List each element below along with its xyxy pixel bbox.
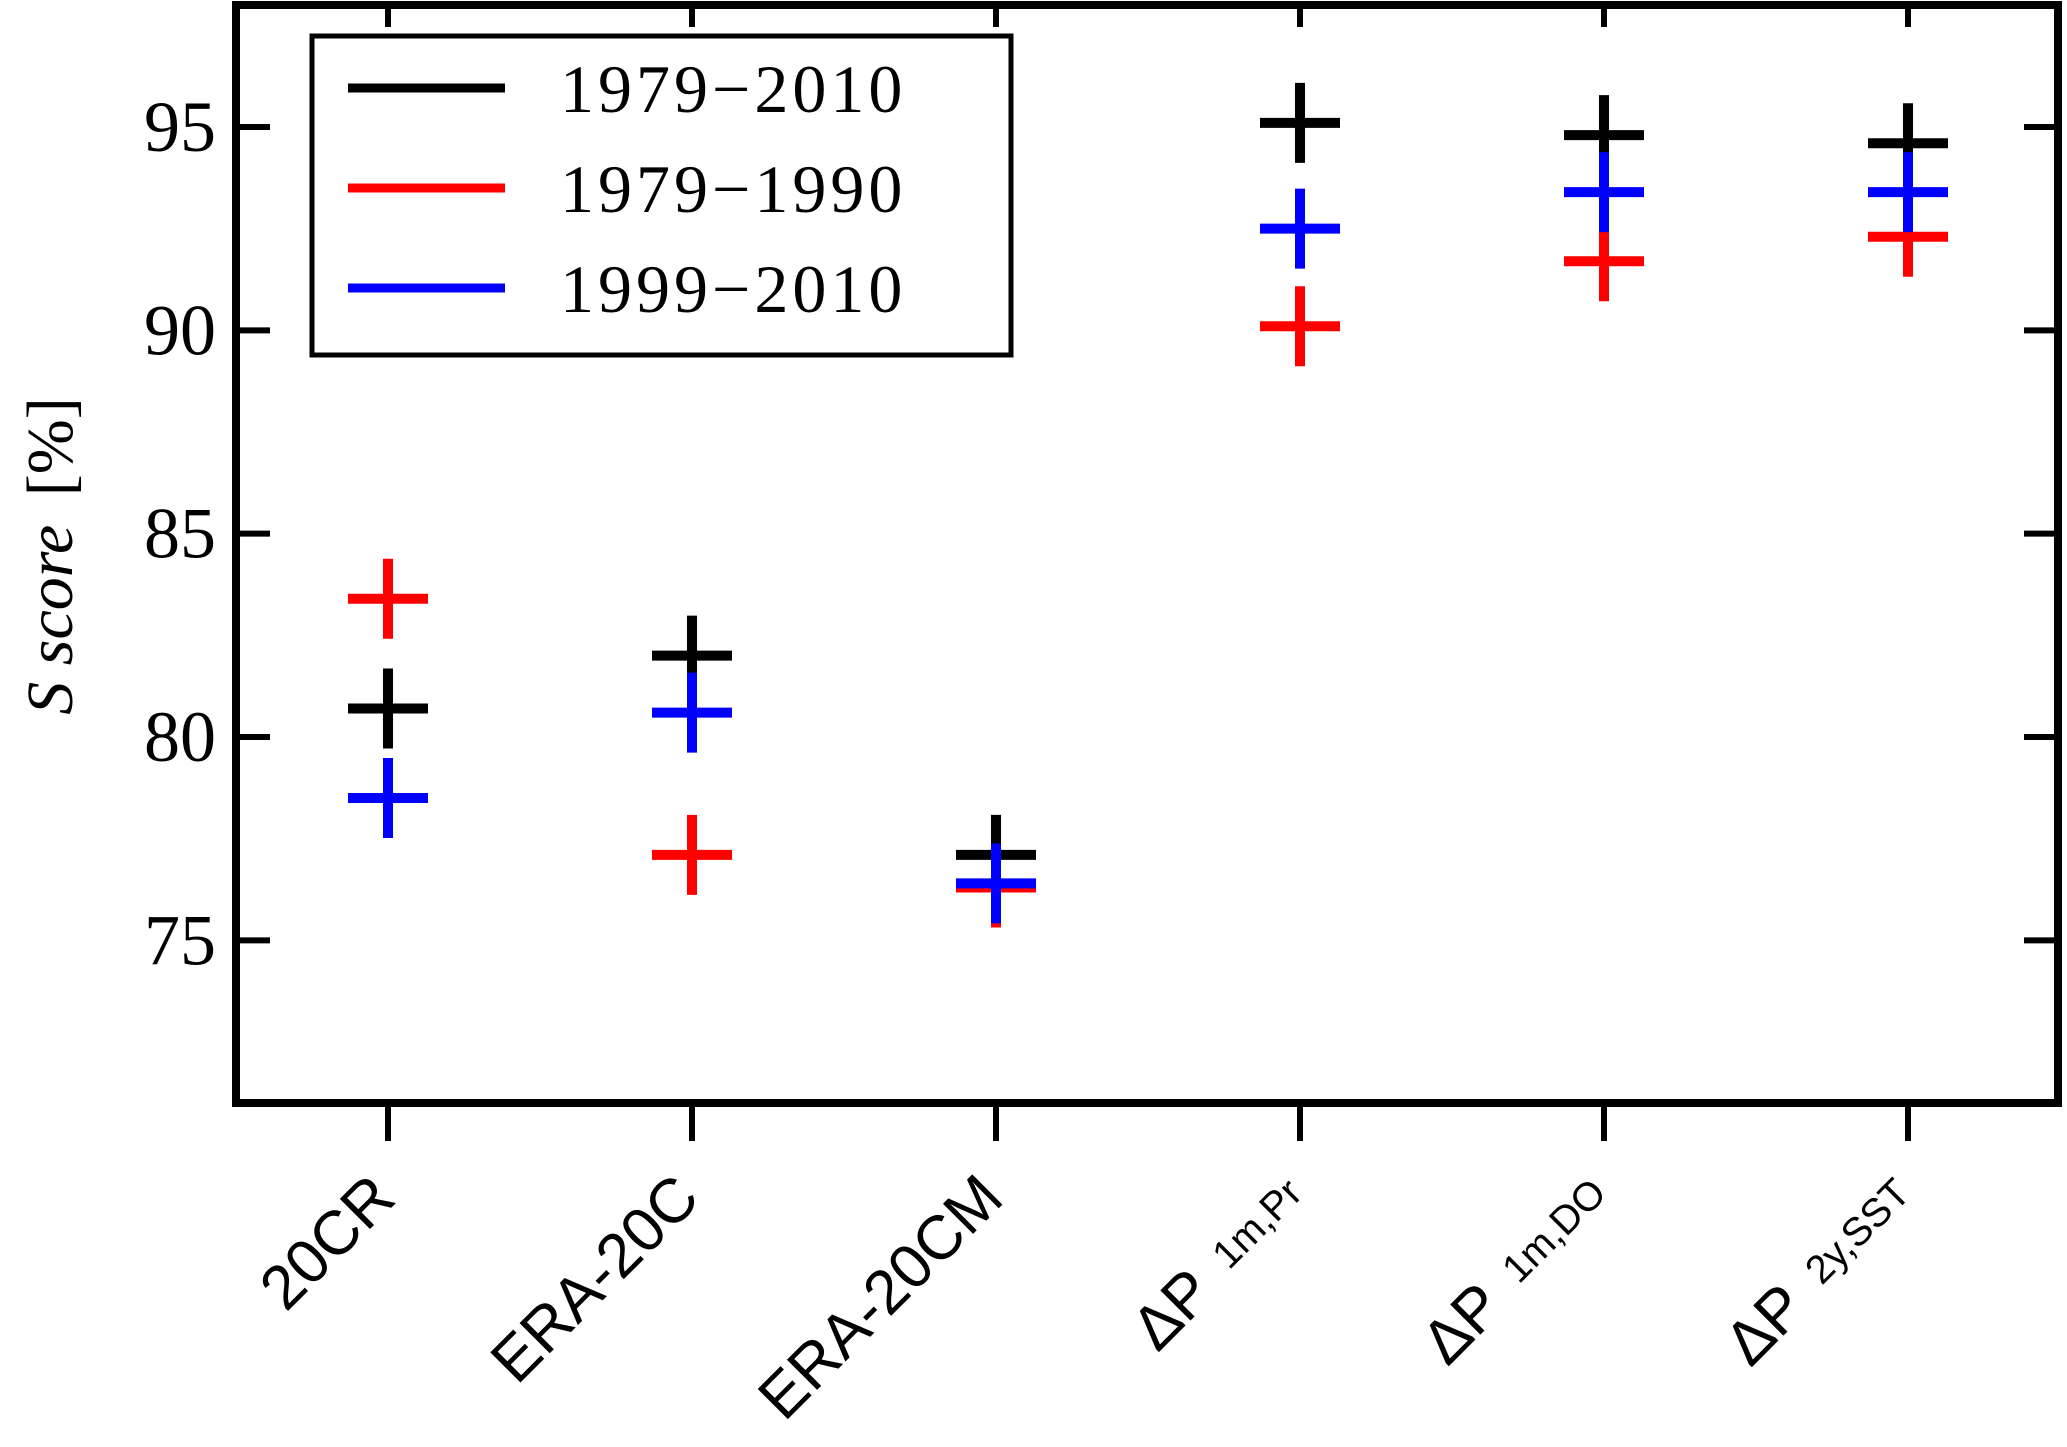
x-tick-label-main: 20CR (247, 1162, 408, 1323)
y-tick-label: 85 (144, 494, 216, 574)
legend-label: 1979−1990 (560, 151, 906, 227)
legend: 1979−2010 1979−1990 1999−2010 (309, 33, 1014, 358)
x-tick-label: 20CR (247, 1162, 408, 1323)
point-marker (1260, 82, 1340, 163)
plot-frame (232, 1, 2062, 1107)
x-tick-label-main: ERA-20CM (745, 1162, 1015, 1432)
x-tick-label-sub: 2y,SST (1797, 1171, 1919, 1293)
data-marks (348, 82, 1948, 928)
x-tick-label-main: ERA-20C (478, 1162, 712, 1396)
point-marker (348, 558, 428, 639)
point-marker (1868, 152, 1948, 233)
point-marker (652, 814, 732, 895)
x-tick-label: ERA-20C (478, 1162, 712, 1396)
x-tick-label-sub: 1m,DO (1494, 1171, 1615, 1292)
point-marker (1260, 286, 1340, 367)
point-marker (1260, 188, 1340, 269)
x-tick-label: ΔP1m,DO (1409, 1162, 1624, 1377)
x-tick-label-sub: 1m,Pr (1204, 1171, 1311, 1278)
x-tick-label: ΔP2y,SST (1712, 1162, 1928, 1378)
x-tick-label: ΔP1m,Pr (1119, 1162, 1320, 1363)
y-axis-label: S score [%] (14, 397, 87, 714)
point-marker (348, 668, 428, 749)
point-marker (348, 758, 428, 838)
x-tick-label-main: ΔP (1712, 1271, 1819, 1378)
y-tick-label: 95 (144, 87, 216, 167)
y-tick-label: 80 (144, 697, 216, 777)
point-marker (1564, 221, 1644, 302)
x-tick-label: ERA-20CM (745, 1162, 1015, 1432)
x-tick-label-main: ΔP (1119, 1256, 1226, 1363)
y-axis-label-italic: S score (14, 525, 87, 715)
point-marker (1564, 152, 1644, 233)
point-marker (652, 672, 732, 753)
y-tick-label: 90 (144, 290, 216, 370)
y-tick-label: 75 (144, 900, 216, 980)
legend-label: 1979−2010 (560, 51, 906, 127)
legend-label: 1999−2010 (560, 251, 906, 327)
y-axis: 75 80 85 90 95 (144, 87, 2058, 980)
y-axis-label-unit: [%] (14, 397, 87, 496)
point-marker (956, 843, 1036, 924)
x-tick-label-main: ΔP (1409, 1270, 1516, 1377)
